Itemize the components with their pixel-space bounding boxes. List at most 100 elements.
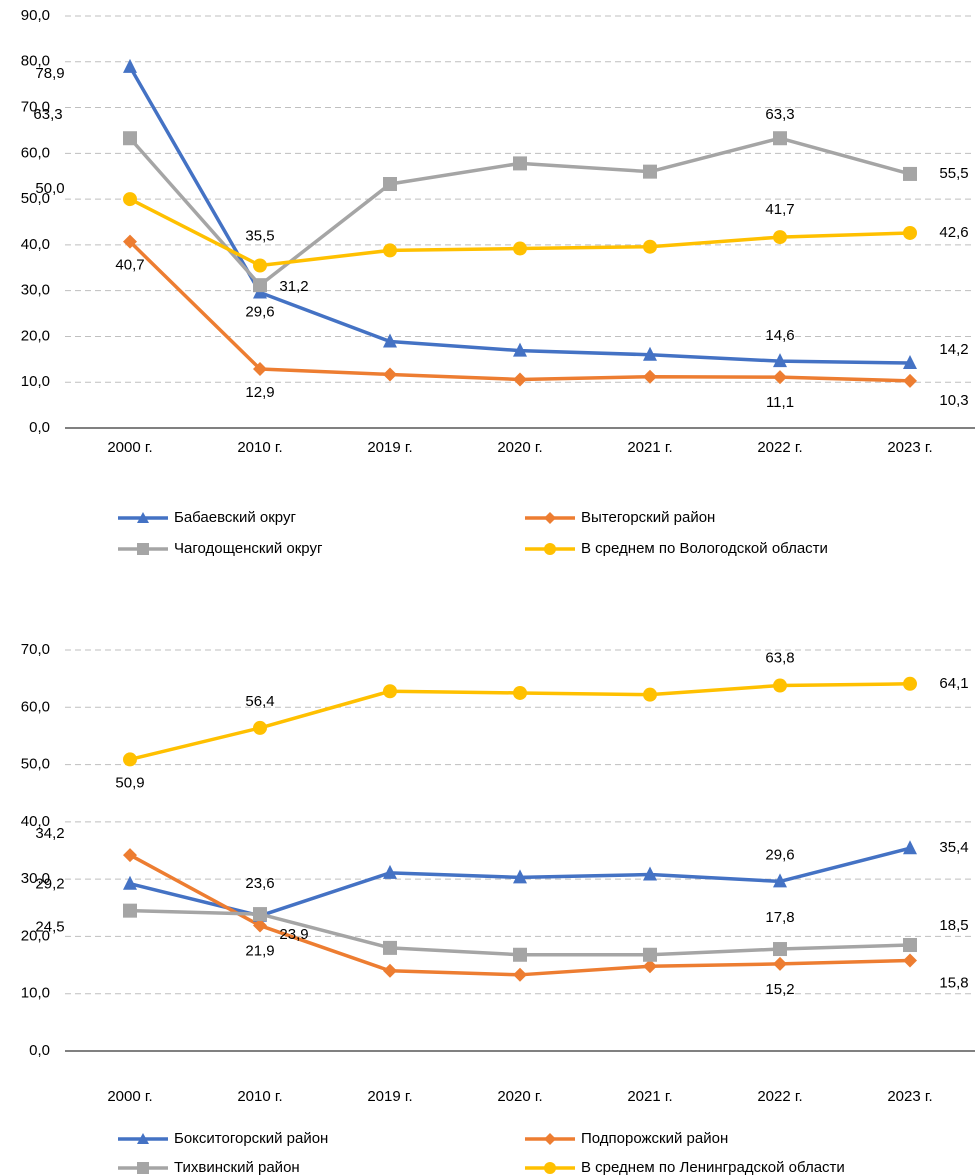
marker bbox=[903, 938, 917, 953]
y-tick-label: 90,0 bbox=[21, 7, 50, 24]
marker bbox=[903, 953, 917, 968]
x-tick-label: 2000 г. bbox=[107, 439, 152, 456]
marker bbox=[643, 239, 657, 254]
y-tick-label: 10,0 bbox=[21, 985, 50, 1002]
data-label: 50,9 bbox=[115, 774, 144, 791]
legend-marker bbox=[544, 543, 556, 555]
x-tick-label: 2020 г. bbox=[497, 1088, 542, 1105]
marker bbox=[123, 752, 137, 767]
marker bbox=[773, 942, 787, 957]
data-label: 29,2 bbox=[35, 876, 64, 893]
x-tick-label: 2022 г. bbox=[757, 439, 802, 456]
marker bbox=[123, 848, 137, 863]
legend-label: Вытегорский район bbox=[581, 509, 715, 526]
marker bbox=[513, 869, 527, 884]
data-label: 63,8 bbox=[765, 649, 794, 666]
marker bbox=[643, 947, 657, 962]
legend-marker bbox=[544, 1162, 556, 1174]
data-label: 11,1 bbox=[766, 394, 794, 411]
data-label: 41,7 bbox=[765, 201, 794, 218]
data-label: 23,6 bbox=[245, 875, 274, 892]
y-tick-label: 0,0 bbox=[29, 1042, 50, 1059]
marker bbox=[253, 720, 267, 735]
y-tick-label: 40,0 bbox=[21, 813, 50, 830]
x-tick-label: 2010 г. bbox=[237, 439, 282, 456]
y-tick-label: 50,0 bbox=[21, 756, 50, 773]
marker bbox=[903, 166, 917, 181]
marker bbox=[513, 156, 527, 171]
y-tick-label: 40,0 bbox=[21, 236, 50, 253]
marker bbox=[903, 840, 917, 855]
y-tick-label: 20,0 bbox=[21, 327, 50, 344]
marker bbox=[643, 164, 657, 179]
marker bbox=[643, 959, 657, 974]
marker bbox=[123, 192, 137, 207]
data-label: 23,9 bbox=[279, 926, 308, 943]
legend-label: Тихвинский район bbox=[174, 1159, 300, 1176]
legend-marker bbox=[137, 543, 149, 555]
legend-marker bbox=[137, 1162, 149, 1174]
legend-label: В среднем по Ленинградской области bbox=[581, 1159, 845, 1176]
x-tick-label: 2010 г. bbox=[237, 1088, 282, 1105]
marker bbox=[643, 687, 657, 702]
marker bbox=[253, 361, 267, 376]
data-label: 34,2 bbox=[35, 825, 64, 842]
data-label: 24,5 bbox=[35, 919, 64, 936]
marker bbox=[643, 866, 657, 881]
marker bbox=[253, 258, 267, 273]
marker bbox=[253, 278, 267, 293]
marker bbox=[773, 678, 787, 693]
marker bbox=[123, 58, 137, 73]
marker bbox=[123, 131, 137, 146]
legend-label: Бабаевский округ bbox=[174, 509, 296, 526]
marker bbox=[253, 918, 267, 933]
legend-label: В среднем по Вологодской области bbox=[581, 540, 828, 557]
data-label: 42,6 bbox=[939, 224, 968, 241]
x-tick-label: 2023 г. bbox=[887, 1088, 932, 1105]
data-label: 64,1 bbox=[939, 675, 968, 692]
marker bbox=[903, 354, 917, 369]
marker bbox=[383, 333, 397, 348]
marker bbox=[513, 947, 527, 962]
y-tick-label: 80,0 bbox=[21, 53, 50, 70]
data-label: 21,9 bbox=[245, 943, 274, 960]
marker bbox=[383, 243, 397, 258]
marker bbox=[383, 864, 397, 879]
data-label: 12,9 bbox=[245, 384, 274, 401]
marker bbox=[513, 342, 527, 357]
marker bbox=[383, 940, 397, 955]
marker bbox=[513, 967, 527, 982]
marker bbox=[123, 875, 137, 890]
line-chart: 0,0 10,0 20,0 30,0 40,0 50,0 60,0 70,0 80,0 90,0 2… bbox=[21, 7, 975, 557]
data-label: 15,8 bbox=[939, 974, 968, 991]
y-tick-label: 60,0 bbox=[21, 144, 50, 161]
data-label: 35,4 bbox=[939, 839, 968, 856]
data-label: 35,5 bbox=[245, 227, 274, 244]
legend-label: Бокситогорский район bbox=[174, 1130, 328, 1147]
legend-label: Чагодощенский округ bbox=[174, 540, 323, 557]
x-tick-label: 2020 г. bbox=[497, 439, 542, 456]
x-tick-label: 2023 г. bbox=[887, 439, 932, 456]
y-tick-label: 60,0 bbox=[21, 698, 50, 715]
marker bbox=[643, 346, 657, 361]
x-tick-label: 2022 г. bbox=[757, 1088, 802, 1105]
marker bbox=[383, 684, 397, 699]
marker bbox=[773, 353, 787, 368]
marker bbox=[253, 907, 267, 922]
data-label: 18,5 bbox=[939, 917, 968, 934]
y-tick-label: 0,0 bbox=[29, 419, 50, 436]
data-label: 56,4 bbox=[245, 693, 274, 710]
marker bbox=[513, 241, 527, 256]
data-label: 14,6 bbox=[765, 327, 794, 344]
line-chart: 0,0 10,0 20,0 30,0 40,0 50,0 60,0 70,0 2000 г. 20… bbox=[21, 641, 975, 1176]
y-tick-label: 50,0 bbox=[21, 190, 50, 207]
x-tick-label: 2000 г. bbox=[107, 1088, 152, 1105]
y-tick-label: 70,0 bbox=[21, 641, 50, 658]
marker bbox=[903, 225, 917, 240]
legend-label: Подпорожский район bbox=[581, 1130, 728, 1147]
data-label: 10,3 bbox=[939, 392, 968, 409]
data-label: 78,9 bbox=[35, 65, 64, 82]
legend-marker bbox=[544, 1133, 556, 1145]
data-label: 31,2 bbox=[279, 278, 308, 295]
